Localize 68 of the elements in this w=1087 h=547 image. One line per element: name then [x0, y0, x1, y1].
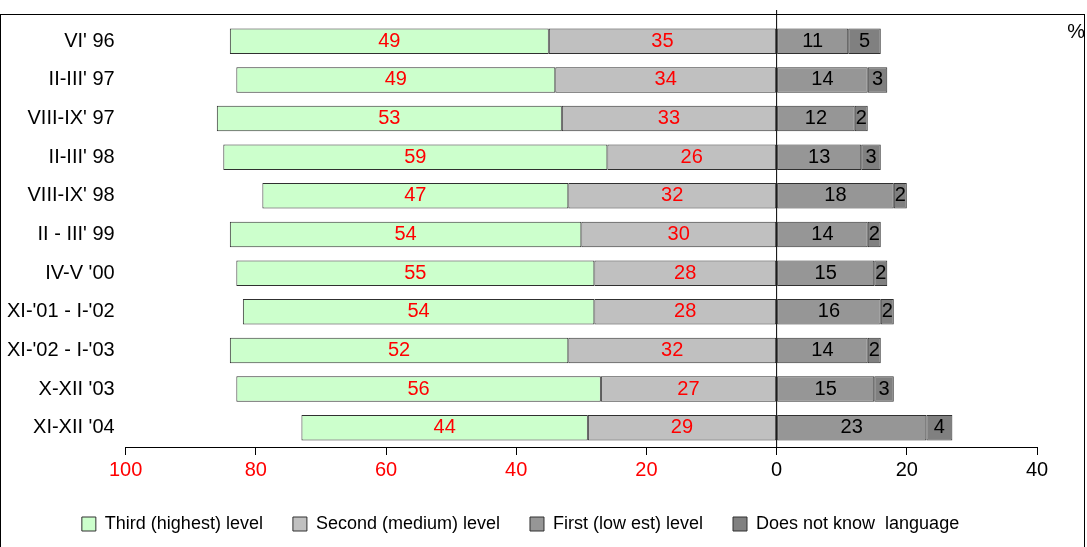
data-label: 33 [657, 106, 681, 129]
legend-label: Does not know language [756, 512, 960, 533]
data-label: 23 [840, 415, 863, 438]
data-label: 3 [871, 67, 884, 90]
x-tick-label: 0 [771, 457, 783, 480]
data-label: 44 [433, 415, 456, 438]
data-label: 26 [680, 144, 703, 167]
y-tick-label: II-III' 98 [48, 144, 115, 167]
data-label: 14 [811, 222, 834, 245]
y-tick-label: IV-V '00 [45, 260, 115, 283]
legend-label: Second (medium) level [315, 512, 500, 533]
data-label: 56 [407, 376, 430, 399]
data-label: 2 [868, 222, 880, 245]
y-tick-label: VI' 96 [64, 28, 115, 51]
y-tick-label: XI-'02 - I-'03 [6, 337, 115, 360]
data-label: 2 [855, 106, 867, 129]
data-label: 15 [814, 260, 837, 283]
data-label: 3 [878, 376, 890, 399]
y-tick-label: II - III' 99 [37, 222, 115, 245]
data-label: 59 [404, 144, 427, 167]
data-label: 11 [802, 28, 824, 51]
data-label: 52 [387, 337, 411, 360]
data-label: 54 [394, 222, 417, 245]
data-label: 34 [654, 67, 677, 90]
x-tick-label: 20 [895, 457, 918, 480]
x-tick-label: 80 [244, 457, 267, 480]
x-tick-label: 20 [635, 457, 658, 480]
data-label: 54 [407, 299, 430, 322]
data-label: 15 [814, 376, 837, 399]
data-label: 5 [858, 28, 871, 51]
x-tick-label: 40 [1025, 457, 1049, 480]
data-label: 13 [808, 144, 831, 167]
data-label: 2 [868, 337, 880, 360]
data-label: 2 [894, 183, 906, 206]
data-label: 2 [875, 260, 887, 283]
y-tick-label: X-XII '03 [38, 376, 115, 399]
data-label: 32 [661, 183, 684, 206]
data-label: 2 [881, 299, 893, 322]
data-label: 49 [384, 67, 407, 90]
y-tick-label: XI-'01 - I-'02 [6, 299, 115, 322]
legend-label: First (low est) level [552, 512, 704, 533]
data-label: 14 [811, 337, 834, 360]
y-tick-label: XI-XII '04 [33, 415, 115, 438]
data-label: 32 [661, 337, 684, 360]
y-tick-label: II-III' 97 [48, 67, 115, 90]
data-label: 3 [865, 144, 877, 167]
data-label: 27 [677, 376, 700, 399]
data-label: 55 [404, 260, 427, 283]
data-label: 49 [378, 28, 401, 51]
y-tick-label: VIII-IX' 97 [27, 106, 115, 129]
x-tick-label: 40 [505, 457, 528, 480]
y-tick-label: VIII-IX' 98 [27, 183, 115, 206]
data-label: 53 [378, 106, 401, 129]
data-label: 4 [933, 415, 945, 438]
x-tick-label: 100 [108, 457, 143, 480]
text: % [1067, 20, 1085, 43]
data-label: 47 [404, 183, 427, 206]
data-label: 35 [651, 28, 674, 51]
legend-label: Third (highest) level [104, 512, 263, 533]
data-label: 12 [804, 106, 828, 129]
data-label: 16 [817, 299, 841, 322]
data-label: 14 [811, 67, 834, 90]
data-label: 28 [674, 260, 697, 283]
data-label: 30 [667, 222, 690, 245]
data-label: 29 [670, 415, 694, 438]
data-label: 18 [824, 183, 847, 206]
x-tick-label: 60 [374, 457, 398, 480]
data-label: 28 [674, 299, 697, 322]
